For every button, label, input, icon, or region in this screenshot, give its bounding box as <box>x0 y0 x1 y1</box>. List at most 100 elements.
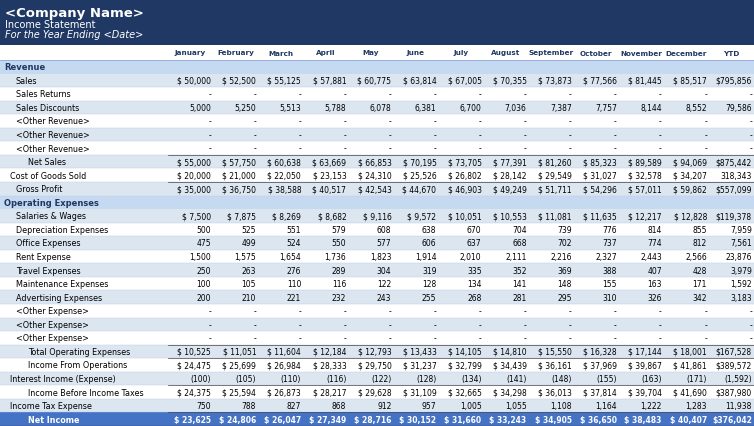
FancyBboxPatch shape <box>0 46 754 61</box>
Text: $ 73,873: $ 73,873 <box>538 77 572 86</box>
Text: $ 7,500: $ 7,500 <box>182 212 211 221</box>
Text: -: - <box>253 320 256 329</box>
Text: 148: 148 <box>557 279 572 288</box>
Text: -: - <box>479 144 482 153</box>
Text: -: - <box>208 307 211 316</box>
Text: $ 9,572: $ 9,572 <box>407 212 437 221</box>
Text: -: - <box>479 334 482 343</box>
Text: 11,938: 11,938 <box>725 401 752 410</box>
Text: $ 34,905: $ 34,905 <box>535 415 572 424</box>
Text: $ 24,475: $ 24,475 <box>177 361 211 370</box>
FancyBboxPatch shape <box>0 223 754 237</box>
Text: $ 36,013: $ 36,013 <box>538 388 572 397</box>
Text: $ 36,161: $ 36,161 <box>538 361 572 370</box>
FancyBboxPatch shape <box>0 291 754 304</box>
Text: $ 40,407: $ 40,407 <box>670 415 707 424</box>
Text: <Other Expense>: <Other Expense> <box>16 307 89 316</box>
Text: $ 23,625: $ 23,625 <box>174 415 211 424</box>
Text: -: - <box>434 90 437 99</box>
Text: May: May <box>363 50 379 56</box>
Text: -: - <box>344 334 346 343</box>
Text: 2,010: 2,010 <box>460 253 482 262</box>
Text: -: - <box>659 320 662 329</box>
Text: $ 26,047: $ 26,047 <box>264 415 302 424</box>
Text: 6,381: 6,381 <box>415 104 437 113</box>
Text: -: - <box>388 131 391 140</box>
Text: $ 50,000: $ 50,000 <box>177 77 211 86</box>
Text: Rent Expense: Rent Expense <box>16 253 71 262</box>
Text: $ 25,526: $ 25,526 <box>403 171 437 180</box>
Text: $ 59,862: $ 59,862 <box>673 185 707 194</box>
Text: 638: 638 <box>422 225 437 234</box>
Text: 500: 500 <box>197 225 211 234</box>
Text: $ 25,594: $ 25,594 <box>222 388 256 397</box>
FancyBboxPatch shape <box>0 155 754 169</box>
Text: $ 24,375: $ 24,375 <box>177 388 211 397</box>
Text: Salaries & Wages: Salaries & Wages <box>16 212 86 221</box>
Text: 1,592: 1,592 <box>731 279 752 288</box>
Text: 2,216: 2,216 <box>550 253 572 262</box>
Text: 388: 388 <box>602 266 617 275</box>
Text: 788: 788 <box>242 401 256 410</box>
Text: -: - <box>253 307 256 316</box>
Text: 550: 550 <box>332 239 346 248</box>
Text: 407: 407 <box>647 266 662 275</box>
Text: 1,005: 1,005 <box>460 401 482 410</box>
Text: $ 37,814: $ 37,814 <box>583 388 617 397</box>
Text: $ 32,799: $ 32,799 <box>448 361 482 370</box>
Text: Advertising Expenses: Advertising Expenses <box>16 293 102 302</box>
Text: $ 11,081: $ 11,081 <box>538 212 572 221</box>
Text: -: - <box>208 117 211 126</box>
Text: 281: 281 <box>513 293 526 302</box>
Text: (163): (163) <box>642 374 662 383</box>
Text: $ 31,109: $ 31,109 <box>403 388 437 397</box>
Text: $ 17,144: $ 17,144 <box>628 347 662 356</box>
Text: 310: 310 <box>602 293 617 302</box>
Text: -: - <box>388 117 391 126</box>
Text: <Other Expense>: <Other Expense> <box>16 320 89 329</box>
Text: 1,654: 1,654 <box>280 253 302 262</box>
Text: -: - <box>704 117 707 126</box>
Text: 1,914: 1,914 <box>415 253 437 262</box>
Text: 289: 289 <box>332 266 346 275</box>
Text: $ 46,903: $ 46,903 <box>448 185 482 194</box>
Text: -: - <box>388 334 391 343</box>
Text: -: - <box>524 320 526 329</box>
FancyBboxPatch shape <box>0 304 754 318</box>
Text: $ 30,152: $ 30,152 <box>400 415 437 424</box>
Text: $ 39,867: $ 39,867 <box>628 361 662 370</box>
Text: -: - <box>208 320 211 329</box>
Text: 3,979: 3,979 <box>730 266 752 275</box>
FancyBboxPatch shape <box>0 88 754 101</box>
Text: -: - <box>208 144 211 153</box>
Text: -: - <box>614 307 617 316</box>
Text: 525: 525 <box>241 225 256 234</box>
Text: $ 23,153: $ 23,153 <box>313 171 346 180</box>
Text: $ 73,705: $ 73,705 <box>448 158 482 167</box>
Text: $ 33,243: $ 33,243 <box>489 415 526 424</box>
Text: $ 94,069: $ 94,069 <box>673 158 707 167</box>
FancyBboxPatch shape <box>0 277 754 291</box>
Text: 1,736: 1,736 <box>324 253 346 262</box>
Text: -: - <box>344 90 346 99</box>
Text: Income Tax Expense: Income Tax Expense <box>10 401 92 410</box>
Text: Net Income: Net Income <box>28 415 79 424</box>
FancyBboxPatch shape <box>0 169 754 183</box>
Text: 221: 221 <box>287 293 302 302</box>
Text: Sales Returns: Sales Returns <box>16 90 71 99</box>
Text: <Company Name>: <Company Name> <box>5 7 144 20</box>
Text: 8,552: 8,552 <box>685 104 707 113</box>
Text: $875,442: $875,442 <box>716 158 752 167</box>
Text: $ 28,333: $ 28,333 <box>313 361 346 370</box>
Text: -: - <box>659 144 662 153</box>
Text: -: - <box>344 320 346 329</box>
Text: $ 14,105: $ 14,105 <box>448 347 482 356</box>
Text: 7,757: 7,757 <box>595 104 617 113</box>
Text: $ 35,000: $ 35,000 <box>177 185 211 194</box>
Text: $557,099: $557,099 <box>716 185 752 194</box>
Text: -: - <box>704 334 707 343</box>
FancyBboxPatch shape <box>0 61 754 75</box>
Text: $ 32,578: $ 32,578 <box>628 171 662 180</box>
Text: 255: 255 <box>422 293 437 302</box>
Text: -: - <box>388 320 391 329</box>
